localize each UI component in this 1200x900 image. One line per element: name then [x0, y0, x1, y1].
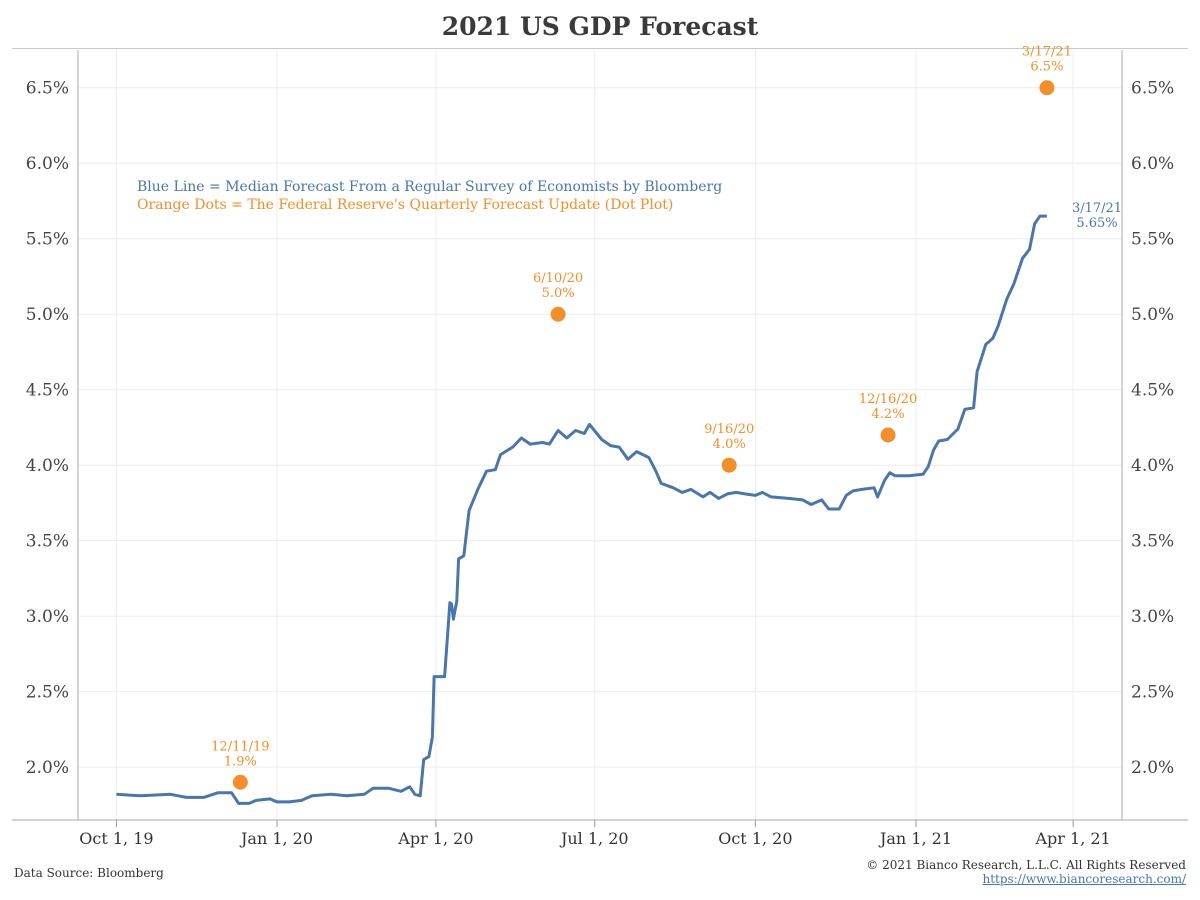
website-link[interactable]: https://www.biancoresearch.com/: [982, 872, 1186, 886]
y-tick-label-right: 5.0%: [1131, 305, 1174, 325]
median-forecast-line: [116, 214, 1047, 805]
y-tick-label-right: 5.5%: [1131, 230, 1174, 250]
y-tick-label-left: 2.0%: [26, 758, 69, 778]
fed-dot: [880, 427, 896, 443]
y-tick-label-left: 5.0%: [26, 305, 69, 325]
fed-dots: 12/11/191.9% 6/10/205.0% 9/16/204.0% 12/16/…: [211, 45, 1072, 790]
copyright: © 2021 Bianco Research, L.L.C. All Right…: [866, 858, 1186, 872]
legend-orange-dots-text: Orange Dots = The Federal Reserve's Quar…: [137, 197, 673, 213]
y-tick-label-right: 6.0%: [1131, 154, 1174, 174]
chart-legend: Blue Line = Median Forecast From a Regul…: [137, 179, 722, 213]
x-tick-label: Jan 1, 21: [878, 829, 952, 848]
fed-dot: [232, 774, 248, 790]
y-tick-label-left: 3.0%: [26, 607, 69, 627]
x-tick-label: Apr 1, 21: [1034, 829, 1110, 848]
y-tick-label-right: 3.5%: [1131, 532, 1174, 552]
y-tick-label-left: 6.0%: [26, 154, 69, 174]
y-axis-right-ticks: 2.0% 2.5% 3.0% 3.5% 4.0% 4.5% 5.0% 5.5% 6.0% 6.5%: [1131, 79, 1174, 778]
y-tick-label-left: 4.0%: [26, 456, 69, 476]
footer-right: © 2021 Bianco Research, L.L.C. All Right…: [866, 858, 1186, 886]
fed-dot-date-label: 3/17/21: [1022, 45, 1072, 60]
fed-dot: [721, 457, 737, 473]
y-tick-label-left: 3.5%: [26, 532, 69, 552]
y-tick-label-right: 2.0%: [1131, 758, 1174, 778]
fed-dot-date-label: 9/16/20: [704, 422, 754, 437]
y-tick-label-left: 5.5%: [26, 230, 69, 250]
x-tick-label: Oct 1, 20: [718, 829, 792, 848]
fed-dot-date-label: 12/11/19: [211, 739, 269, 754]
x-tick-label: Jan 1, 20: [239, 829, 313, 848]
x-axis-ticks: Oct 1, 19 Jan 1, 20 Apr 1, 20 Jul 1, 20 Oct …: [79, 820, 1111, 848]
y-tick-label-right: 3.0%: [1131, 607, 1174, 627]
gridlines: [78, 50, 1122, 820]
fed-dot: [1039, 80, 1055, 96]
x-tick-label: Oct 1, 19: [79, 829, 153, 848]
y-tick-label-right: 4.0%: [1131, 456, 1174, 476]
fed-dot-value-label: 6.5%: [1030, 60, 1063, 75]
fed-dot-value-label: 1.9%: [224, 754, 257, 769]
title-divider: [12, 48, 1188, 49]
fed-dot-date-label: 6/10/20: [533, 271, 583, 286]
y-tick-label-left: 6.5%: [26, 79, 69, 99]
line-end-date-label: 3/17/21: [1072, 201, 1122, 216]
y-tick-label-right: 4.5%: [1131, 381, 1174, 401]
y-tick-label-right: 2.5%: [1131, 683, 1174, 703]
legend-blue-line-text: Blue Line = Median Forecast From a Regul…: [137, 179, 722, 195]
y-tick-label-left: 2.5%: [26, 683, 69, 703]
x-tick-label: Apr 1, 20: [397, 829, 473, 848]
chart-title: 2021 US GDP Forecast: [441, 12, 759, 41]
median-forecast-series: [116, 214, 1047, 805]
fed-dot-value-label: 4.0%: [713, 437, 746, 452]
y-tick-label-left: 4.5%: [26, 381, 69, 401]
axes: [12, 50, 1188, 821]
x-tick-label: Jul 1, 20: [559, 829, 629, 848]
fed-dot-date-label: 12/16/20: [859, 392, 917, 407]
y-axis-left-ticks: 2.0% 2.5% 3.0% 3.5% 4.0% 4.5% 5.0% 5.5% 6.0% 6.5%: [26, 79, 69, 778]
fed-dot-value-label: 5.0%: [542, 286, 575, 301]
fed-dot: [550, 306, 566, 322]
line-end-label: 3/17/21 5.65%: [1072, 201, 1122, 231]
y-tick-label-right: 6.5%: [1131, 79, 1174, 99]
fed-dot-value-label: 4.2%: [872, 407, 905, 422]
data-source: Data Source: Bloomberg: [14, 866, 164, 880]
line-end-value-label: 5.65%: [1076, 216, 1117, 231]
